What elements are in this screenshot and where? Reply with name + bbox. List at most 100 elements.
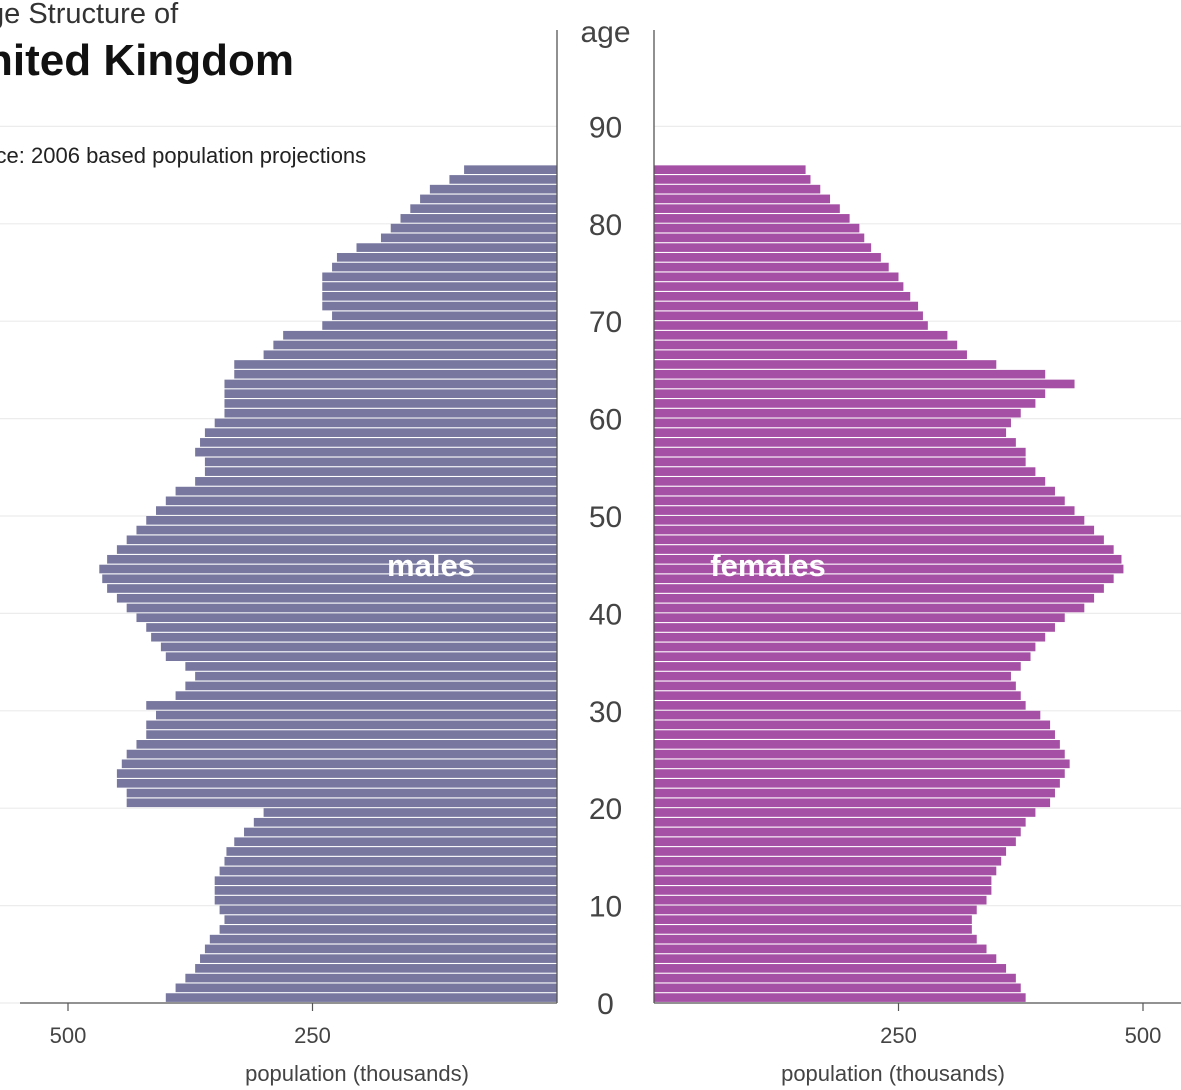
female-bar-age-68	[654, 330, 948, 340]
male-bar-age-52	[175, 486, 557, 496]
female-bar-age-83	[654, 184, 821, 194]
age-axis-label: age	[580, 16, 630, 49]
male-bar-age-58	[204, 428, 558, 437]
male-bar-age-68	[283, 330, 557, 340]
male-bar-age-3	[195, 964, 557, 973]
age-tick-label-80: 80	[589, 209, 622, 242]
male-bar-age-22	[116, 778, 558, 788]
female-bar-age-26	[654, 740, 1060, 749]
female-bar-age-21	[654, 788, 1055, 798]
female-bar-age-62	[654, 389, 1046, 399]
female-bar-age-70	[654, 311, 923, 321]
male-bar-age-76	[336, 253, 557, 262]
female-bar-age-50	[654, 506, 1075, 515]
male-bar-age-38	[146, 623, 558, 632]
female-bar-age-64	[654, 369, 1046, 379]
male-bar-age-72	[322, 291, 557, 301]
male-bar-age-70	[332, 311, 557, 321]
female-x-tick-label-500: 500	[1125, 1023, 1162, 1048]
male-bar-age-5	[204, 944, 558, 954]
female-bar-age-72	[654, 291, 911, 301]
age-tick-label-0: 0	[597, 988, 614, 1021]
female-x-tick-label-250: 250	[880, 1023, 917, 1048]
age-tick-label-70: 70	[589, 306, 622, 339]
female-bar-age-28	[654, 720, 1051, 730]
female-bar-age-6	[654, 934, 977, 944]
male-bar-age-6	[209, 934, 557, 944]
male-bar-age-30	[146, 701, 558, 710]
male-bar-age-61	[224, 399, 558, 408]
female-bar-age-85	[654, 165, 806, 174]
male-bar-age-64	[234, 369, 557, 379]
male-bar-age-19	[263, 808, 557, 817]
male-bar-age-28	[146, 720, 558, 730]
female-bar-age-69	[654, 321, 928, 330]
male-bar-age-51	[165, 496, 558, 506]
female-bar-age-3	[654, 964, 1007, 973]
female-bar-age-40	[654, 603, 1085, 613]
age-tick-label-40: 40	[589, 598, 622, 631]
chart-title-line2: nited Kingdom	[0, 36, 294, 85]
female-bar-age-43	[654, 574, 1114, 584]
female-bar-age-32	[654, 681, 1016, 691]
female-bar-age-51	[654, 496, 1065, 506]
chart-title-line1: ge Structure of	[0, 0, 179, 30]
female-bar-age-53	[654, 477, 1046, 486]
female-bar-age-82	[654, 194, 831, 204]
male-bar-age-17	[244, 827, 558, 837]
age-tick-label-50: 50	[589, 501, 622, 534]
male-bar-age-85	[464, 165, 557, 174]
male-bar-age-41	[116, 593, 558, 603]
female-bar-age-58	[654, 428, 1007, 437]
female-bar-age-78	[654, 233, 865, 243]
male-bar-age-63	[224, 379, 558, 389]
female-bar-age-31	[654, 691, 1021, 700]
female-bar-age-33	[654, 671, 1011, 681]
male-bar-age-66	[263, 350, 557, 360]
female-bar-age-13	[654, 866, 997, 876]
male-bar-age-36	[160, 642, 557, 652]
male-bar-age-60	[224, 408, 558, 418]
age-tick-label-90: 90	[589, 111, 622, 144]
female-bar-age-54	[654, 467, 1036, 476]
male-bar-age-59	[214, 418, 557, 428]
male-bar-age-57	[200, 438, 557, 447]
female-bar-age-8	[654, 915, 972, 924]
female-bar-age-30	[654, 701, 1026, 710]
female-bar-age-36	[654, 642, 1036, 652]
male-bar-age-7	[219, 925, 557, 934]
male-bar-age-35	[165, 652, 558, 661]
female-bar-age-67	[654, 340, 958, 350]
male-bar-age-55	[204, 457, 558, 467]
male-bar-age-14	[224, 856, 558, 866]
female-bar-age-19	[654, 808, 1036, 817]
female-bar-age-0	[654, 993, 1026, 1002]
male-bar-age-65	[234, 360, 557, 369]
female-bar-age-41	[654, 593, 1095, 603]
female-bar-age-63	[654, 379, 1075, 389]
male-bar-age-47	[126, 535, 558, 545]
female-bar-age-59	[654, 418, 1011, 428]
male-bar-age-18	[253, 817, 557, 827]
female-bar-age-22	[654, 778, 1060, 788]
male-bar-age-43	[102, 574, 557, 584]
female-bar-age-7	[654, 925, 972, 934]
age-tick-label-60: 60	[589, 404, 622, 437]
male-bar-age-1	[175, 983, 557, 993]
male-bar-age-11	[214, 886, 557, 895]
male-bar-age-2	[185, 973, 558, 983]
male-bar-age-79	[390, 223, 557, 233]
female-bar-age-23	[654, 769, 1065, 778]
male-bar-age-12	[214, 876, 557, 886]
female-bar-age-25	[654, 749, 1065, 759]
male-bar-age-81	[410, 204, 557, 213]
female-bar-age-84	[654, 175, 811, 184]
female-bar-age-24	[654, 759, 1070, 769]
female-bar-age-18	[654, 817, 1026, 827]
female-bar-age-49	[654, 516, 1085, 525]
male-bar-age-20	[126, 798, 558, 808]
male-x-axis-label: population (thousands)	[245, 1061, 469, 1086]
male-bar-age-77	[356, 243, 557, 252]
male-bar-age-53	[195, 477, 557, 486]
